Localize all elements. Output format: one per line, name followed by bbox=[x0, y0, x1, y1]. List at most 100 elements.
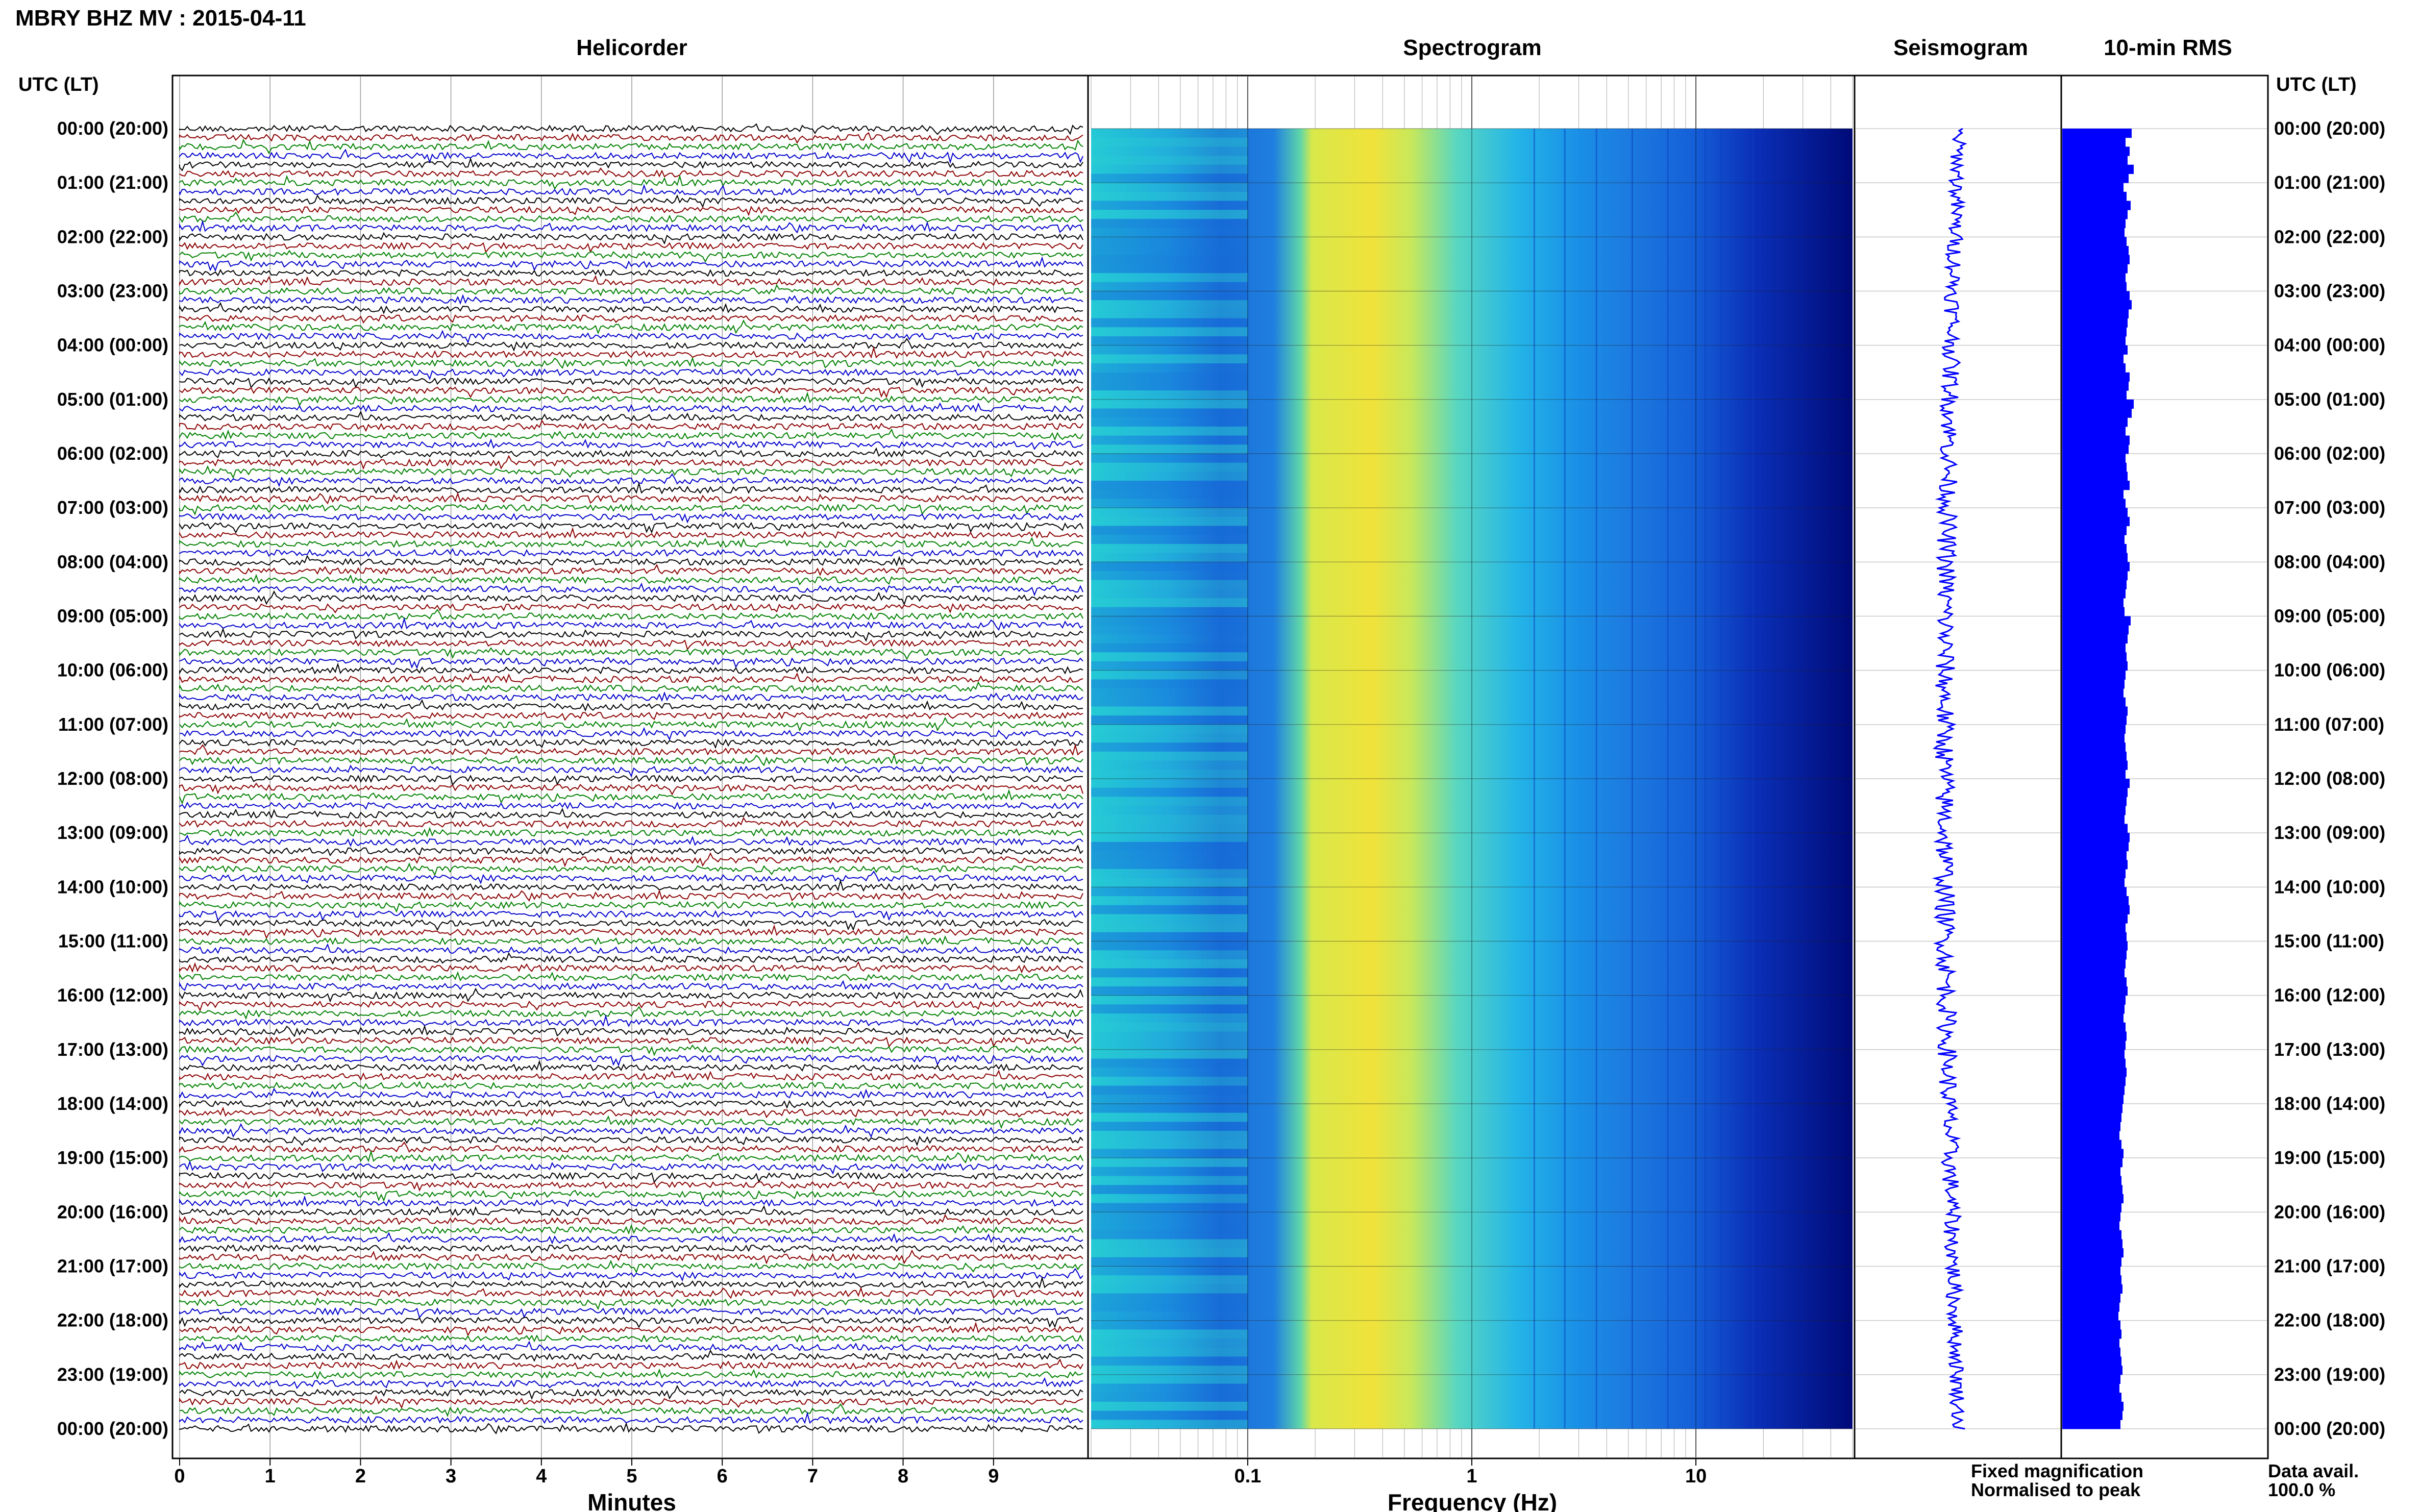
left-time-label: 16:00 (12:00) bbox=[57, 985, 168, 1006]
rms-bar bbox=[2062, 1275, 2121, 1285]
legend-normalised-to-peak: Normalised to peak bbox=[1971, 1479, 2141, 1500]
helicorder-trace bbox=[179, 1286, 1083, 1299]
rms-bar bbox=[2062, 210, 2128, 219]
spectrogram-row-band bbox=[1091, 932, 1248, 941]
minutes-tick-label: 8 bbox=[898, 1466, 908, 1487]
spectrogram-row-band bbox=[1091, 995, 1248, 1005]
rms-bar bbox=[2062, 318, 2128, 328]
left-time-label: 05:00 (01:00) bbox=[57, 389, 168, 410]
rms-bar bbox=[2062, 218, 2126, 229]
helicorder-trace bbox=[179, 1044, 1083, 1056]
rms-bar bbox=[2062, 959, 2126, 969]
spectrogram-row-band bbox=[1091, 770, 1248, 779]
helicorder-trace bbox=[179, 1150, 1083, 1164]
rms-bar bbox=[2062, 896, 2129, 906]
spectrogram-row-band bbox=[1091, 1266, 1248, 1276]
helicorder-trace bbox=[179, 1214, 1083, 1227]
spectrogram-row-band bbox=[1091, 543, 1248, 553]
rms-bar bbox=[2062, 806, 2126, 815]
rms-bar bbox=[2062, 1257, 2121, 1267]
left-time-label: 10:00 (06:00) bbox=[57, 660, 168, 681]
helicorder-trace bbox=[179, 250, 1083, 263]
frequency-tick-label: 10 bbox=[1685, 1466, 1707, 1487]
station-title: MBRY BHZ MV : 2015-04-11 bbox=[15, 6, 306, 31]
spectrogram-row-band bbox=[1091, 968, 1248, 978]
spectrogram-row-band bbox=[1091, 751, 1248, 761]
rms-bar bbox=[2062, 787, 2128, 797]
helicorder-trace bbox=[179, 727, 1083, 741]
left-time-label: 20:00 (16:00) bbox=[57, 1201, 168, 1222]
spectrogram-row-band bbox=[1091, 1076, 1248, 1086]
helicorder-trace bbox=[179, 132, 1083, 144]
helicorder-trace bbox=[179, 386, 1083, 399]
helicorder-trace bbox=[179, 157, 1083, 171]
helicorder-trace bbox=[179, 657, 1083, 670]
right-time-label: 05:00 (01:00) bbox=[2274, 389, 2385, 410]
rms-bar bbox=[2062, 1212, 2120, 1222]
spectrogram-row-band bbox=[1091, 652, 1248, 661]
rms-bar bbox=[2062, 1085, 2125, 1095]
rms-bar bbox=[2062, 543, 2127, 554]
rms-bar bbox=[2062, 607, 2125, 616]
rms-bar bbox=[2062, 562, 2130, 572]
helicorder-trace bbox=[179, 789, 1083, 805]
left-time-label: 03:00 (23:00) bbox=[57, 281, 168, 302]
rms-bar bbox=[2062, 1401, 2124, 1411]
helicorder-trace bbox=[179, 447, 1083, 459]
spectrogram-row-band bbox=[1091, 824, 1248, 833]
right-time-label: 23:00 (19:00) bbox=[2274, 1364, 2385, 1385]
rms-bar bbox=[2062, 797, 2127, 806]
spectrogram-row-band bbox=[1091, 481, 1248, 490]
helicorder-trace bbox=[179, 691, 1083, 702]
spectrogram-row-band bbox=[1091, 264, 1248, 274]
helicorder-trace bbox=[179, 738, 1083, 749]
spectrogram-row-band bbox=[1091, 851, 1248, 860]
right-time-label: 09:00 (05:00) bbox=[2274, 606, 2385, 627]
spectrogram-row-band bbox=[1091, 535, 1248, 544]
spectrogram-row-band bbox=[1091, 354, 1248, 364]
rms-bar bbox=[2062, 1339, 2119, 1348]
rms-bar bbox=[2062, 137, 2126, 147]
helicorder-trace bbox=[179, 1249, 1083, 1265]
helicorder-trace bbox=[179, 924, 1083, 939]
right-time-label: 15:00 (11:00) bbox=[2274, 931, 2384, 952]
helicorder-trace bbox=[179, 537, 1083, 548]
spectrogram-row-band bbox=[1091, 1221, 1248, 1230]
frequency-axis-label: Frequency (Hz) bbox=[1388, 1489, 1557, 1512]
rms-bar bbox=[2062, 1266, 2120, 1276]
helicorder-trace bbox=[179, 743, 1083, 756]
helicorder-trace bbox=[179, 862, 1083, 877]
spectrogram-row-band bbox=[1091, 255, 1248, 264]
rms-bar bbox=[2062, 779, 2130, 788]
spectrogram-row-band bbox=[1091, 472, 1248, 481]
helicorder-trace bbox=[179, 980, 1083, 992]
spectrogram-row-band bbox=[1091, 201, 1248, 210]
helicorder-trace bbox=[179, 522, 1083, 534]
helicorder-trace bbox=[179, 376, 1083, 389]
rms-bar bbox=[2062, 1284, 2122, 1294]
rms-bar bbox=[2062, 715, 2127, 725]
rms-bar bbox=[2062, 706, 2128, 716]
right-time-label: 04:00 (00:00) bbox=[2274, 335, 2385, 356]
spectrogram-row-band bbox=[1091, 661, 1248, 671]
spectrogram-row-band bbox=[1091, 1366, 1248, 1375]
helicorder-trace bbox=[179, 662, 1083, 675]
helicorder-trace bbox=[179, 1014, 1083, 1027]
rms-bar bbox=[2062, 679, 2125, 689]
spectrogram-row-band bbox=[1091, 1347, 1248, 1357]
right-time-label: 11:00 (07:00) bbox=[2274, 714, 2384, 735]
helicorder-trace bbox=[179, 148, 1083, 164]
rms-bar bbox=[2062, 1185, 2122, 1195]
left-time-label: 17:00 (13:00) bbox=[57, 1039, 168, 1060]
spectrogram-row-band bbox=[1091, 1104, 1248, 1113]
minutes-axis-label: Minutes bbox=[587, 1489, 676, 1512]
rms-bar bbox=[2062, 1203, 2121, 1212]
rms-bar bbox=[2062, 1049, 2125, 1059]
helicorder-trace bbox=[179, 774, 1083, 786]
rms-bar bbox=[2062, 670, 2126, 680]
helicorder-trace bbox=[179, 138, 1083, 155]
right-time-label: 14:00 (10:00) bbox=[2274, 876, 2385, 897]
rms-bar bbox=[2062, 851, 2127, 860]
helicorder-trace bbox=[179, 1259, 1083, 1274]
helicorder-trace bbox=[179, 410, 1083, 422]
